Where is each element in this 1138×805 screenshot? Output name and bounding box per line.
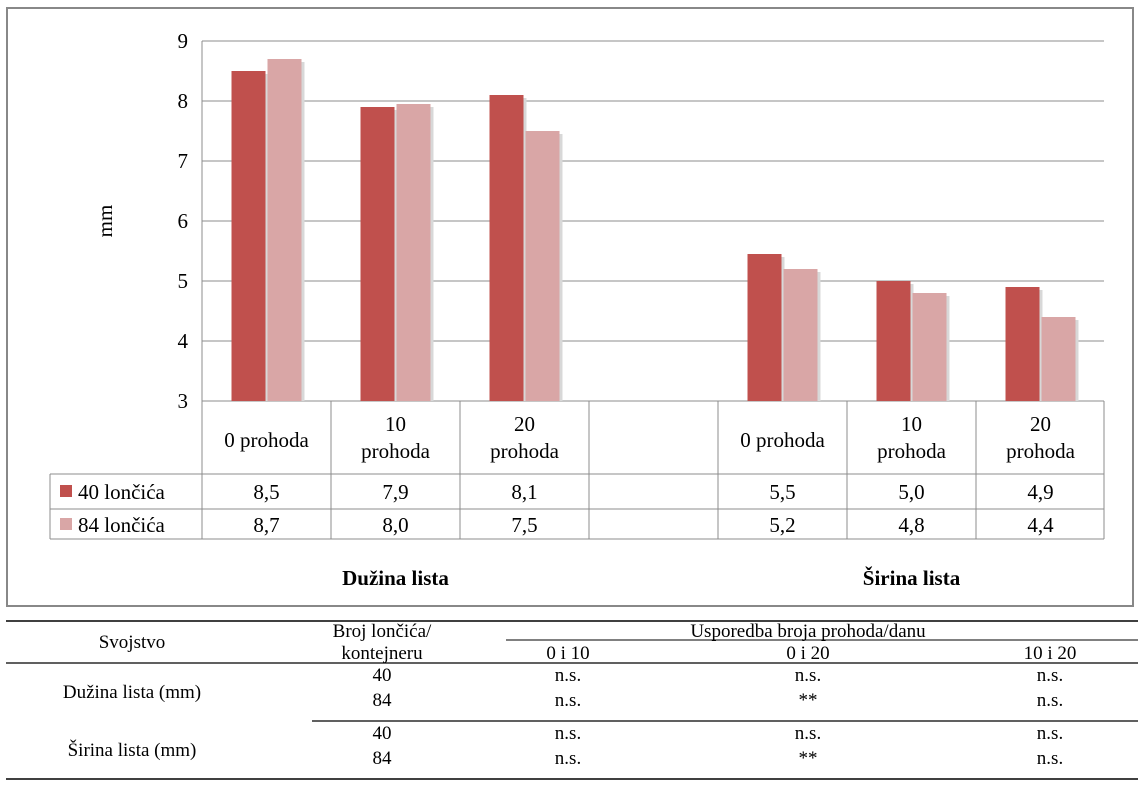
- bar-40-5: [1005, 287, 1040, 401]
- header-comparison: Usporedba broja prohoda/danu: [690, 621, 926, 642]
- data-label: 8,0: [382, 513, 408, 537]
- legend-swatch-0: [60, 485, 72, 497]
- bar-40-4: [876, 281, 911, 401]
- header-pots-2: kontejneru: [341, 643, 423, 664]
- group-label: Dužina lista: [342, 566, 449, 590]
- bar-84-2: [525, 131, 560, 401]
- data-label: 4,4: [1027, 513, 1054, 537]
- row-value: n.s.: [795, 723, 821, 744]
- y-tick-label: 7: [178, 149, 189, 173]
- category-label: 20 prohoda: [490, 412, 559, 463]
- category-label-line: 20: [1030, 412, 1051, 436]
- significance-table: Svojstvo Broj lončića/kontejneru Usporedba…: [6, 620, 1138, 785]
- data-label: 5,5: [769, 480, 795, 504]
- bar-84-3: [783, 269, 818, 401]
- category-label: 20 prohoda: [1006, 412, 1075, 463]
- category-label-line: prohoda: [361, 439, 430, 463]
- significance-table-svg: Svojstvo Broj lončića/kontejneru Usporedba…: [6, 620, 1138, 780]
- row-value: n.s.: [1037, 690, 1063, 711]
- data-label: 7,9: [382, 480, 408, 504]
- category-label-line: prohoda: [1006, 439, 1075, 463]
- bar-chart: 3 4 5 6 7 8 9 mm 0 prohoda 10 prohoda 20 prohoda 0 pr…: [49, 29, 1105, 590]
- row-value: n.s.: [795, 665, 821, 686]
- data-label: 7,5: [511, 513, 537, 537]
- legend-swatch-1: [60, 518, 72, 530]
- row-value: n.s.: [1037, 723, 1063, 744]
- row-value: n.s.: [555, 690, 581, 711]
- bar-84-5: [1041, 317, 1076, 401]
- chart-frame: 3 4 5 6 7 8 9 mm 0 prohoda 10 prohoda 20 prohoda 0 pr…: [6, 7, 1134, 607]
- category-label-line: 10: [385, 412, 406, 436]
- category-label-line: prohoda: [490, 439, 559, 463]
- y-tick-label: 4: [178, 329, 189, 353]
- category-label: 0 prohoda: [224, 428, 309, 452]
- category-label: 10 prohoda: [361, 412, 430, 463]
- y-tick-label: 8: [178, 89, 189, 113]
- legend-label-1: 84 lončića: [78, 513, 166, 537]
- bar-40-3: [747, 254, 782, 401]
- y-tick-label: 9: [178, 29, 189, 53]
- header-pots-1: Broj lončića/: [333, 621, 432, 642]
- category-label-line: 20: [514, 412, 535, 436]
- row-value: n.s.: [555, 723, 581, 744]
- y-axis-label: mm: [93, 205, 117, 238]
- row-value: n.s.: [555, 748, 581, 769]
- header-col-0: 0 i 10: [546, 643, 589, 664]
- bar-40-2: [489, 95, 524, 401]
- data-label: 4,8: [898, 513, 924, 537]
- row-pots: 84: [373, 748, 393, 769]
- data-label: 8,5: [253, 480, 279, 504]
- data-label: 5,0: [898, 480, 924, 504]
- data-label: 8,7: [253, 513, 279, 537]
- y-tick-label: 5: [178, 269, 189, 293]
- row-value: n.s.: [1037, 665, 1063, 686]
- bar-40-1: [360, 107, 395, 401]
- data-label: 5,2: [769, 513, 795, 537]
- y-tick-label: 3: [178, 389, 189, 413]
- category-label-line: 10: [901, 412, 922, 436]
- row-property: Širina lista (mm): [68, 739, 197, 761]
- header-property: Svojstvo: [99, 632, 166, 653]
- row-pots: 40: [373, 723, 392, 744]
- y-tick-label: 6: [178, 209, 189, 233]
- legend-label-0: 40 lončića: [78, 480, 166, 504]
- data-label: 8,1: [511, 480, 537, 504]
- row-value: n.s.: [1037, 748, 1063, 769]
- bar-84-1: [396, 104, 431, 401]
- row-value: n.s.: [555, 665, 581, 686]
- header-col-2: 10 i 20: [1024, 643, 1077, 664]
- header-col-1: 0 i 20: [786, 643, 829, 664]
- row-property: Dužina lista (mm): [63, 682, 201, 703]
- category-label: 10 prohoda: [877, 412, 946, 463]
- bar-84-0: [267, 59, 302, 401]
- row-pots: 40: [373, 665, 392, 686]
- row-value: **: [799, 748, 818, 769]
- bar-84-4: [912, 293, 947, 401]
- row-value: **: [799, 690, 818, 711]
- category-label-line: prohoda: [877, 439, 946, 463]
- row-pots: 84: [373, 690, 393, 711]
- category-label: 0 prohoda: [740, 428, 825, 452]
- data-label: 4,9: [1027, 480, 1053, 504]
- group-label: Širina lista: [863, 566, 961, 590]
- bar-40-0: [231, 71, 266, 401]
